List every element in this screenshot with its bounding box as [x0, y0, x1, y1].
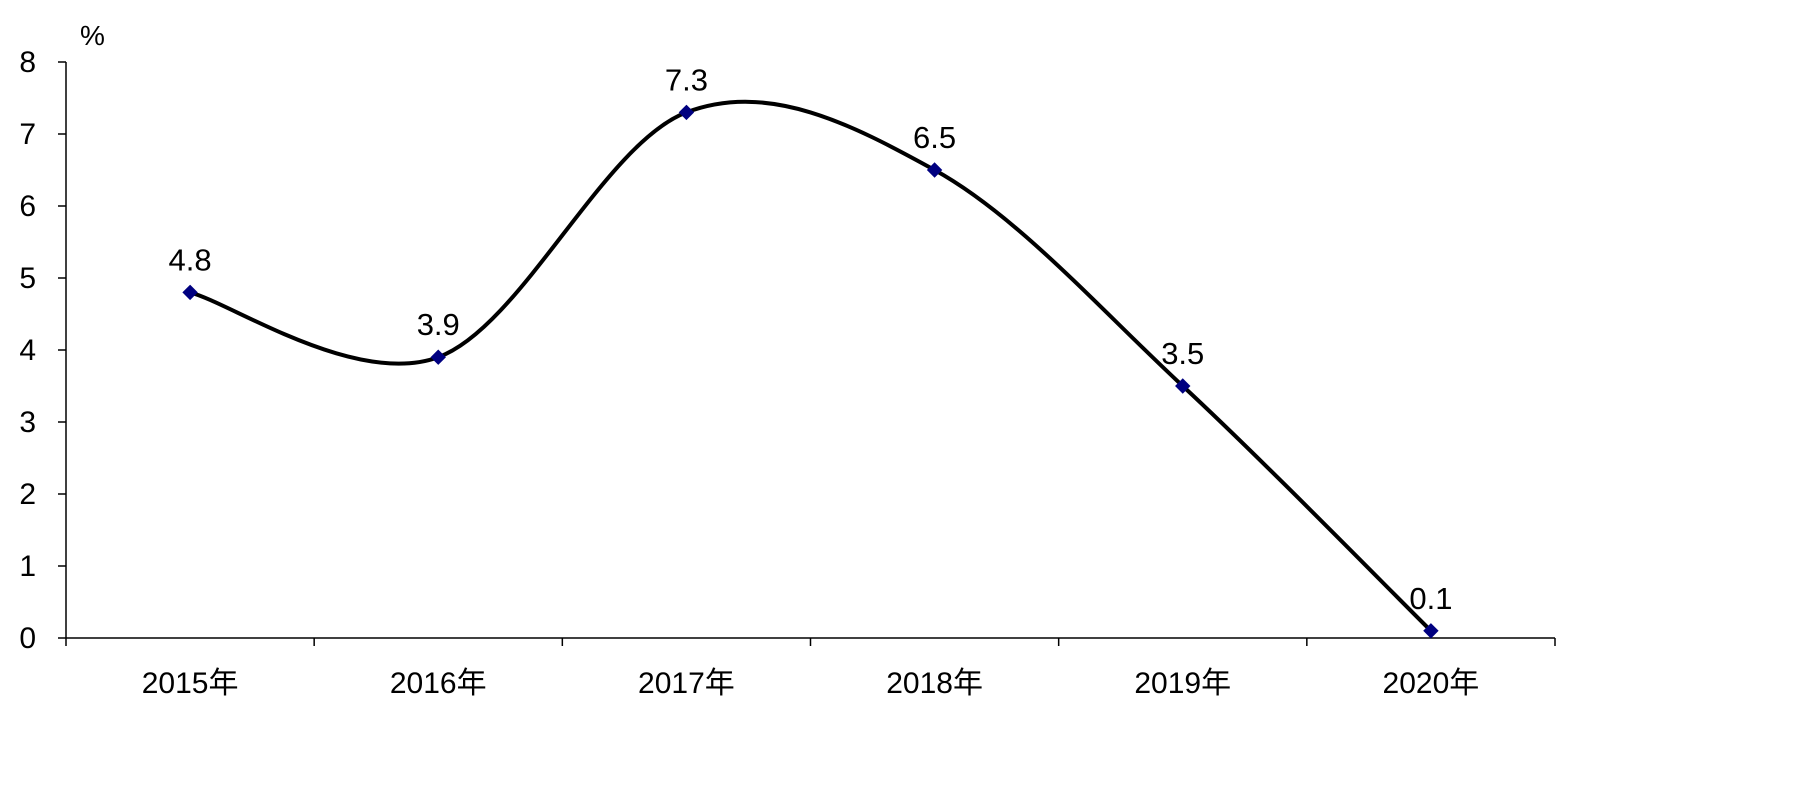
data-point-marker: [182, 284, 198, 301]
x-tick-label: 2020年: [1383, 667, 1480, 700]
data-point-marker: [1423, 623, 1439, 639]
data-label: 0.1: [1409, 581, 1452, 616]
data-point-marker: [1175, 378, 1191, 394]
y-tick-label: 8: [19, 46, 36, 79]
data-label: 6.5: [913, 120, 956, 155]
x-tick-label: 2018年: [886, 667, 983, 700]
y-tick-label: 7: [19, 118, 36, 151]
data-label: 3.9: [417, 307, 460, 342]
x-tick-label: 2019年: [1134, 667, 1231, 700]
y-tick-label: 3: [19, 406, 36, 439]
data-markers: [182, 104, 1439, 639]
x-tick-label: 2016年: [390, 667, 487, 700]
y-axis-ticks: 0 1 2 3 4 5 6 7 8: [19, 46, 66, 655]
data-point-marker: [430, 349, 446, 365]
data-label: 4.8: [169, 242, 212, 277]
x-axis-ticks: 2015年 2016年 2017年 2018年 2019年 2020年: [65, 638, 1556, 700]
y-tick-label: 6: [19, 190, 36, 223]
y-tick-label: 1: [19, 550, 36, 583]
data-labels: 4.8 3.9 7.3 6.5 3.5 0.1: [169, 62, 1453, 615]
x-tick-label: 2017年: [638, 667, 735, 700]
axes: [65, 62, 1555, 639]
y-unit-label: %: [80, 20, 105, 51]
y-tick-label: 4: [19, 334, 36, 367]
series-line: [189, 99, 1433, 633]
data-label: 7.3: [665, 62, 708, 97]
data-point-marker: [678, 104, 695, 121]
y-tick-label: 2: [19, 478, 36, 511]
data-label: 3.5: [1161, 336, 1204, 371]
x-tick-label: 2015年: [142, 667, 239, 700]
y-tick-label: 5: [19, 262, 36, 295]
y-tick-label: 0: [19, 622, 36, 655]
data-point-marker: [926, 162, 943, 178]
